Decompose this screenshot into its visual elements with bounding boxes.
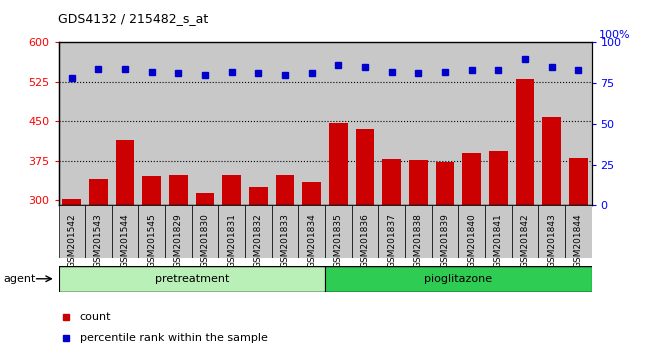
- Bar: [196, 193, 215, 354]
- Text: GSM201836: GSM201836: [361, 213, 369, 268]
- Bar: [512, 205, 538, 258]
- Bar: [329, 123, 348, 354]
- Text: GSM201545: GSM201545: [148, 213, 156, 268]
- Text: GSM201542: GSM201542: [68, 213, 76, 268]
- Text: GSM201833: GSM201833: [281, 213, 289, 268]
- Text: GSM201834: GSM201834: [307, 213, 316, 268]
- Bar: [89, 179, 108, 354]
- Text: GSM201829: GSM201829: [174, 213, 183, 268]
- Text: count: count: [80, 312, 111, 322]
- Text: GSM201837: GSM201837: [387, 213, 396, 268]
- Text: GSM201835: GSM201835: [334, 213, 343, 268]
- Text: GDS4132 / 215482_s_at: GDS4132 / 215482_s_at: [58, 12, 209, 25]
- Bar: [436, 162, 454, 354]
- Bar: [565, 205, 592, 258]
- Text: GSM201843: GSM201843: [547, 213, 556, 268]
- Bar: [272, 205, 298, 258]
- Bar: [165, 205, 192, 258]
- Text: GSM201830: GSM201830: [201, 213, 209, 268]
- Text: GSM201841: GSM201841: [494, 213, 502, 268]
- Bar: [569, 158, 588, 354]
- Bar: [62, 199, 81, 354]
- Text: pretreatment: pretreatment: [155, 274, 229, 284]
- Text: GSM201831: GSM201831: [227, 213, 236, 268]
- Text: GSM201832: GSM201832: [254, 213, 263, 268]
- Bar: [58, 205, 85, 258]
- Bar: [138, 205, 165, 258]
- Bar: [485, 205, 512, 258]
- Text: 100%: 100%: [599, 30, 630, 40]
- Bar: [538, 205, 565, 258]
- Bar: [169, 175, 188, 354]
- Bar: [116, 140, 135, 354]
- Bar: [249, 187, 268, 354]
- Bar: [432, 205, 458, 258]
- Bar: [85, 205, 112, 258]
- Text: GSM201839: GSM201839: [441, 213, 449, 268]
- Bar: [298, 205, 325, 258]
- Bar: [352, 205, 378, 258]
- Bar: [302, 182, 321, 354]
- Text: GSM201838: GSM201838: [414, 213, 422, 268]
- Text: GSM201543: GSM201543: [94, 213, 103, 268]
- Bar: [462, 153, 481, 354]
- Bar: [542, 117, 561, 354]
- Bar: [222, 175, 241, 354]
- Bar: [112, 205, 138, 258]
- Bar: [409, 160, 428, 354]
- Text: pioglitazone: pioglitazone: [424, 274, 492, 284]
- Bar: [276, 175, 294, 354]
- Bar: [489, 151, 508, 354]
- Bar: [356, 129, 374, 354]
- Bar: [458, 205, 485, 258]
- Text: GSM201544: GSM201544: [121, 213, 129, 268]
- Bar: [192, 205, 218, 258]
- Text: GSM201840: GSM201840: [467, 213, 476, 268]
- Bar: [515, 79, 534, 354]
- Bar: [325, 205, 352, 258]
- Bar: [405, 205, 432, 258]
- Text: agent: agent: [3, 274, 36, 284]
- Bar: [142, 176, 161, 354]
- Text: GSM201842: GSM201842: [521, 213, 529, 268]
- Bar: [382, 159, 401, 354]
- Bar: [378, 205, 405, 258]
- Text: percentile rank within the sample: percentile rank within the sample: [80, 332, 268, 343]
- Bar: [245, 205, 272, 258]
- Bar: [218, 205, 245, 258]
- Bar: [58, 266, 325, 292]
- Bar: [325, 266, 592, 292]
- Text: GSM201844: GSM201844: [574, 213, 582, 268]
